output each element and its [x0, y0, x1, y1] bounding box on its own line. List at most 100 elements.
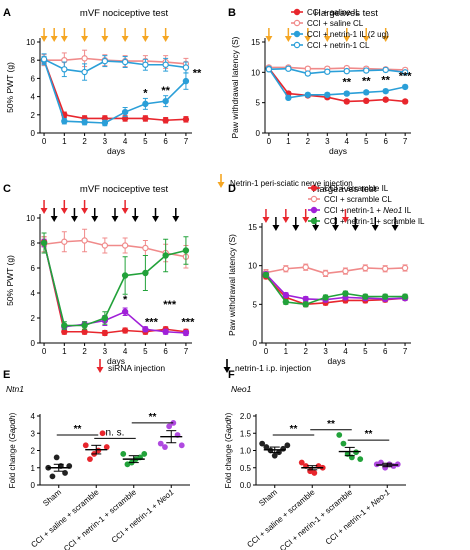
series-2 [265, 65, 409, 102]
data-point [101, 314, 109, 322]
arrow-head [312, 225, 320, 231]
data-point [324, 68, 331, 75]
arrow-head [162, 36, 170, 42]
y-tick-label: 8 [31, 56, 36, 65]
legend-swatch-marker [293, 41, 301, 49]
x-tick-label: 4 [345, 137, 350, 146]
gene-label: Ntn1 [6, 384, 24, 394]
data-point [363, 97, 370, 105]
data-point [284, 442, 291, 449]
panel-d: D Hargeaves test 0 5 10 15 0 1 2 3 4 5 6 7 days Paw wit… [227, 183, 425, 366]
data-point [401, 264, 409, 272]
orange-injection-arrow [40, 28, 48, 42]
red-injection-arrow [341, 209, 349, 223]
data-point [378, 459, 384, 466]
y-tick-label: 2 [31, 314, 36, 323]
x-tick-label: 7 [184, 347, 189, 356]
x-tick-label: 1 [62, 137, 67, 146]
significance-mark: ** [74, 424, 82, 435]
x-tick-label: 1 [62, 347, 67, 356]
data-point [263, 444, 270, 450]
legend-label: CCI + scramble CL [324, 195, 392, 204]
black-legend-text: netrin-1 i.p. injection [235, 363, 311, 373]
x-tick-label: 5 [143, 347, 148, 356]
arrow-head [141, 36, 149, 42]
x-axis-label: days [329, 146, 347, 156]
data-point [99, 430, 106, 437]
chart-title: Hargeaves test [313, 184, 377, 195]
black-injection-arrow [70, 208, 78, 222]
black-arrow-icon [223, 359, 231, 373]
legend-label: CCI + saline IL [307, 8, 360, 17]
y-tick-label: 2.0 [240, 412, 252, 421]
x-tick-label: 2 [303, 347, 308, 356]
orange-legend-text: Netrin-1 peri-sciatic nerve injection [230, 179, 353, 188]
data-point [40, 56, 48, 63]
x-tick-label: 3 [103, 347, 108, 356]
red-injection-arrow [121, 200, 129, 214]
category-label: Sham [41, 487, 63, 508]
x-tick-label: 3 [103, 137, 108, 146]
legend-item: CCI + netrin-1 + scramble IL [308, 217, 425, 226]
black-injection-arrow [152, 208, 160, 222]
series-line [43, 241, 187, 334]
arrow-head [121, 36, 129, 42]
data-point [121, 242, 129, 249]
data-point [81, 55, 88, 62]
orange-injection-arrow [60, 28, 68, 42]
data-point [304, 70, 312, 77]
y-tick-label: 4 [31, 93, 36, 102]
arrow-head [40, 36, 48, 42]
arrow-head [50, 216, 58, 222]
data-point [182, 116, 190, 123]
y-tick-label: 10 [251, 68, 260, 77]
legend-item: CCI + scramble IL [308, 184, 389, 193]
legend-swatch-marker [310, 217, 318, 225]
orange-arrow-icon [217, 174, 225, 188]
arrow-head [111, 216, 119, 222]
data-point [121, 272, 129, 279]
data-point [101, 119, 109, 127]
arrow-head [91, 216, 99, 222]
arrow-head [284, 36, 292, 42]
arrow-head [304, 36, 312, 42]
legend-label: CCI + saline CL [307, 19, 364, 28]
arrow-head [341, 217, 349, 223]
data-point [81, 328, 88, 335]
orange-injection-arrow [265, 28, 273, 42]
legend-label: CCI + netrin-1 + scramble IL [324, 217, 425, 226]
x-tick-label: 6 [163, 347, 168, 356]
y-tick-label: 1.0 [240, 447, 252, 456]
arrow-head [362, 36, 370, 42]
legend-swatch-marker [310, 206, 318, 214]
data-point [101, 57, 109, 65]
y-tick-label: 0 [31, 339, 36, 348]
data-point [81, 68, 88, 76]
y-tick-label: 5 [253, 300, 258, 309]
y-tick-label: 3 [31, 429, 36, 438]
data-point [357, 456, 364, 463]
category-label: Sham [257, 487, 279, 508]
y-tick-label: 10 [248, 262, 257, 271]
black-injection-arrow [131, 208, 139, 222]
x-tick-label: 6 [163, 137, 168, 146]
red-injection-arrow [60, 200, 68, 214]
arrow-head [70, 216, 78, 222]
data-point [157, 440, 164, 447]
x-tick-label: 7 [403, 137, 408, 146]
orange-injection-arrow [121, 28, 129, 42]
significance-mark: ** [365, 429, 373, 440]
significance-mark: ** [342, 77, 351, 89]
black-injection-arrow [371, 217, 379, 231]
data-point [162, 117, 169, 124]
orange-injection-arrow [50, 28, 58, 42]
category-label: CCI + netrin-1 + scramble [62, 487, 138, 550]
arrow-head [131, 216, 139, 222]
x-tick-label: 6 [383, 137, 388, 146]
significance-mark: * [143, 88, 148, 100]
data-point [121, 58, 129, 66]
category-label: CCI + netrin-1 + Neo1 [110, 488, 176, 545]
orange-injection-arrow [284, 28, 292, 42]
data-point [82, 442, 89, 449]
